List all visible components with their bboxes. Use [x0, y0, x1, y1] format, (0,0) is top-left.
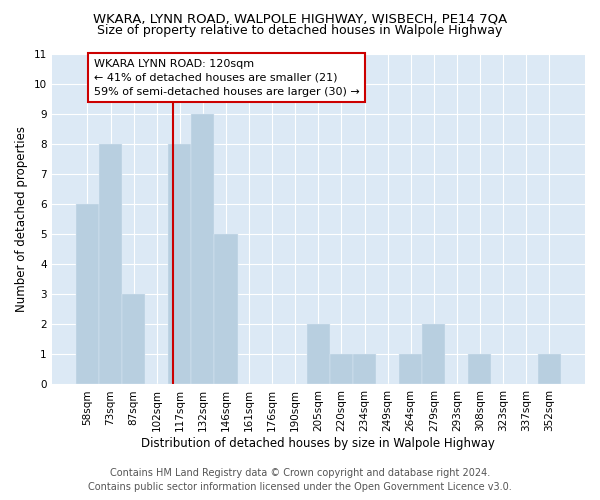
- Bar: [99, 144, 122, 384]
- Y-axis label: Number of detached properties: Number of detached properties: [15, 126, 28, 312]
- X-axis label: Distribution of detached houses by size in Walpole Highway: Distribution of detached houses by size …: [142, 437, 495, 450]
- Bar: [76, 204, 99, 384]
- Text: Contains HM Land Registry data © Crown copyright and database right 2024.
Contai: Contains HM Land Registry data © Crown c…: [88, 468, 512, 492]
- Bar: [191, 114, 214, 384]
- Bar: [330, 354, 353, 384]
- Bar: [353, 354, 376, 384]
- Bar: [422, 324, 445, 384]
- Bar: [307, 324, 330, 384]
- Text: WKARA, LYNN ROAD, WALPOLE HIGHWAY, WISBECH, PE14 7QA: WKARA, LYNN ROAD, WALPOLE HIGHWAY, WISBE…: [93, 12, 507, 26]
- Bar: [538, 354, 561, 384]
- Bar: [399, 354, 422, 384]
- Text: Size of property relative to detached houses in Walpole Highway: Size of property relative to detached ho…: [97, 24, 503, 37]
- Bar: [122, 294, 145, 384]
- Bar: [469, 354, 491, 384]
- Bar: [168, 144, 191, 384]
- Text: WKARA LYNN ROAD: 120sqm
← 41% of detached houses are smaller (21)
59% of semi-de: WKARA LYNN ROAD: 120sqm ← 41% of detache…: [94, 58, 359, 96]
- Bar: [214, 234, 238, 384]
